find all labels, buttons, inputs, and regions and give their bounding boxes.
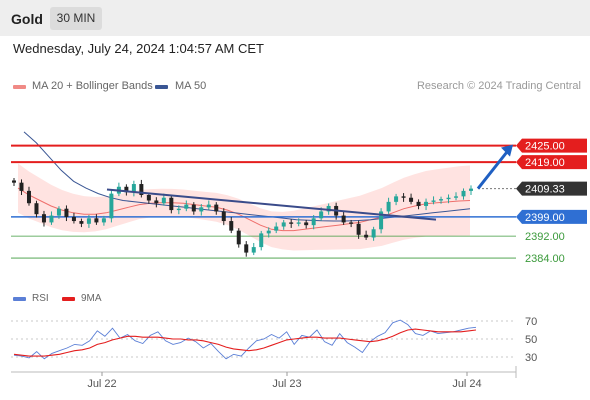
candle <box>191 204 196 212</box>
timestamp: Wednesday, July 24, 2024 1:04:57 AM CET <box>13 41 264 56</box>
candle <box>341 215 346 223</box>
candle <box>439 199 444 201</box>
candles <box>12 178 473 257</box>
x-tick-label: Jul 24 <box>452 378 481 390</box>
candle <box>364 234 369 238</box>
rsi-tick-30: 30 <box>525 352 537 364</box>
candle <box>109 193 114 219</box>
candle <box>386 201 391 212</box>
candle <box>86 218 91 224</box>
candle <box>79 221 84 224</box>
candle <box>349 222 354 224</box>
candle <box>371 229 376 238</box>
trendline <box>106 188 437 221</box>
candle <box>124 186 129 193</box>
last-price-label-box <box>516 181 587 196</box>
pivot-label: 2399.00 <box>525 212 565 224</box>
candle <box>379 211 384 230</box>
candle <box>244 244 249 253</box>
candle <box>154 200 159 204</box>
candle <box>424 201 429 206</box>
candle <box>94 218 99 223</box>
candle <box>356 223 361 235</box>
ma9-legend-label: 9MA <box>81 293 102 304</box>
candle <box>409 197 414 202</box>
projection-arrow-shaft <box>476 149 510 190</box>
support-label-2: 2384.00 <box>525 253 565 265</box>
candle <box>251 247 256 253</box>
bollinger-band <box>18 163 470 251</box>
candle <box>259 233 264 248</box>
x-tick-label: Jul 23 <box>272 378 301 390</box>
candle <box>274 226 279 231</box>
resistance-label-2-box <box>516 155 587 170</box>
ma50-legend-swatch <box>155 85 168 89</box>
candle <box>56 208 61 216</box>
candle <box>169 197 174 211</box>
candle <box>266 230 271 234</box>
ma20-legend-swatch <box>13 85 26 89</box>
candle <box>281 222 286 227</box>
instrument-title: Gold <box>11 11 43 27</box>
candle <box>446 197 451 200</box>
credit-text: Research © 2024 Trading Central <box>416 80 581 92</box>
candle <box>131 184 136 193</box>
candle <box>431 200 436 202</box>
candle <box>176 208 181 211</box>
ma50-legend-label: MA 50 <box>175 80 207 92</box>
rsi-series-9ma <box>13 328 477 357</box>
candle <box>71 216 76 222</box>
candle <box>394 196 399 202</box>
candle <box>319 211 324 219</box>
candle <box>161 197 166 204</box>
candle <box>469 188 473 191</box>
candle <box>146 195 151 201</box>
last-price-label: 2409.33 <box>525 184 565 196</box>
candle <box>214 204 219 212</box>
resistance-label-2: 2419.00 <box>525 157 565 169</box>
candle <box>304 222 309 226</box>
candle <box>64 208 69 217</box>
candle <box>454 196 459 198</box>
candle <box>289 222 294 224</box>
candle <box>101 218 106 223</box>
candle <box>416 201 421 206</box>
candle <box>184 204 189 209</box>
candle <box>12 180 16 183</box>
candle <box>49 215 54 223</box>
rsi-legend-swatch <box>13 297 26 301</box>
candle <box>326 205 331 212</box>
candle <box>221 211 226 222</box>
candle <box>206 204 211 208</box>
candle <box>401 196 406 198</box>
candle <box>311 218 316 226</box>
ma9-legend-swatch <box>62 297 75 301</box>
projection-arrow-head <box>501 144 513 157</box>
ma20-legend-label: MA 20 + Bollinger Bands <box>32 80 153 92</box>
rsi-tick-70: 70 <box>525 316 537 328</box>
timeframe-button[interactable]: 30 MIN <box>50 7 102 30</box>
candle <box>34 203 39 215</box>
candle <box>139 184 144 195</box>
support-label-1: 2392.00 <box>525 231 565 243</box>
candle <box>296 222 301 224</box>
rsi-tick-50: 50 <box>525 334 537 346</box>
candle <box>26 190 31 204</box>
rsi-series-rsi <box>13 319 477 360</box>
x-tick-label: Jul 22 <box>87 378 116 390</box>
pivot-label-box <box>516 209 587 224</box>
candle <box>199 207 204 212</box>
candle <box>19 182 24 191</box>
candle <box>461 190 466 197</box>
candle <box>229 221 234 231</box>
resistance-label-1-box <box>516 138 587 153</box>
candle <box>41 214 46 223</box>
rsi-legend-label: RSI <box>32 293 49 304</box>
candle <box>236 230 241 245</box>
resistance-label-1: 2425.00 <box>525 141 565 153</box>
